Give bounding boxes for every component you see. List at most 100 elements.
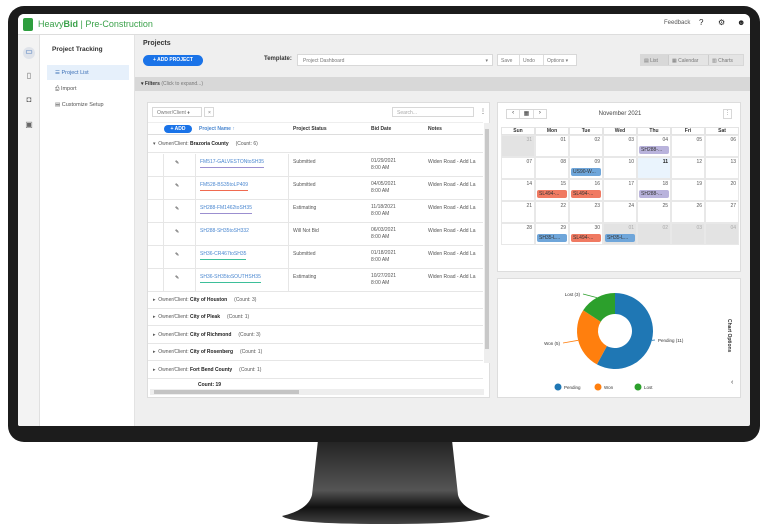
options-button[interactable]: Options ▾ bbox=[547, 58, 569, 64]
more-icon[interactable]: ⋮ bbox=[480, 109, 486, 115]
edit-icon[interactable]: ✎ bbox=[175, 228, 180, 235]
calendar-day[interactable]: 18 SH288-... bbox=[637, 179, 671, 201]
calendar-event[interactable]: SL494-... bbox=[571, 234, 601, 242]
help-icon[interactable]: ? bbox=[699, 18, 704, 27]
column-header-project-name[interactable]: Project Name ↑ bbox=[199, 126, 235, 132]
calendar-day[interactable]: 21 bbox=[501, 201, 535, 223]
column-header-status[interactable]: Project Status bbox=[293, 126, 327, 132]
calendar-day[interactable]: 10 bbox=[603, 157, 637, 179]
table-row[interactable]: ✎ SH36-CR467toSH35 Submitted 01/18/2021 8… bbox=[148, 245, 483, 269]
calendar-day[interactable]: 03 bbox=[671, 223, 705, 245]
template-select[interactable]: Project Dashboard ▾ bbox=[297, 54, 493, 66]
edit-icon[interactable]: ✎ bbox=[175, 182, 180, 189]
calendar-day[interactable]: 02 bbox=[569, 135, 603, 157]
calendar-event[interactable]: SL494-... bbox=[571, 190, 601, 198]
calendar-icon[interactable]: ▦ bbox=[519, 110, 534, 118]
calendar-event[interactable]: SH288-... bbox=[639, 190, 669, 198]
donut-slice-lost[interactable] bbox=[583, 293, 615, 322]
calendar-day[interactable]: 01 SH35-L... bbox=[603, 223, 637, 245]
calendar-day[interactable]: 09 US90-W... bbox=[569, 157, 603, 179]
legend-label[interactable]: Won bbox=[604, 385, 614, 390]
nav-item-project-list[interactable]: ☰ Project List bbox=[47, 65, 129, 80]
calendar-day[interactable]: 31 bbox=[501, 135, 535, 157]
calendar-day[interactable]: 22 bbox=[535, 201, 569, 223]
vertical-scrollbar[interactable] bbox=[484, 123, 490, 363]
calendar-day[interactable]: 20 bbox=[705, 179, 739, 201]
calendar-day[interactable]: 19 bbox=[671, 179, 705, 201]
column-header-bid-date[interactable]: Bid Date bbox=[371, 126, 392, 132]
project-name-link[interactable]: SH288-SH35toSH332 bbox=[200, 227, 249, 234]
contact-icon[interactable]: ▣ bbox=[25, 120, 33, 129]
calendar-day[interactable]: 07 bbox=[501, 157, 535, 179]
calendar-day[interactable]: 24 bbox=[603, 201, 637, 223]
legend-label[interactable]: Lost bbox=[644, 385, 653, 390]
calendar-day[interactable]: 14 bbox=[501, 179, 535, 201]
chart-options-toggle[interactable]: Chart Options bbox=[726, 319, 732, 353]
document-icon[interactable]: ▯ bbox=[26, 71, 32, 80]
filters-bar[interactable]: ▾ Filters (Click to expand...) bbox=[135, 77, 750, 91]
group-row[interactable]: ▸ Owner/Client: Fort Bend County (Count:… bbox=[148, 362, 483, 379]
calendar-day[interactable]: 04 bbox=[705, 223, 739, 245]
table-row[interactable]: ✎ FM528-BS35toLP409 Submitted 04/05/2021… bbox=[148, 176, 483, 200]
calendar-day[interactable]: 17 bbox=[603, 179, 637, 201]
add-row-button[interactable]: + ADD bbox=[164, 125, 192, 133]
group-row[interactable]: ▾ Owner/Client: Brazoria County (Count: … bbox=[148, 136, 483, 153]
calendar-day[interactable]: 11 bbox=[637, 157, 671, 179]
chevron-left-icon[interactable]: ‹ bbox=[731, 379, 734, 386]
calendar-day[interactable]: 05 bbox=[671, 135, 705, 157]
calendar-event[interactable]: SH35-L... bbox=[537, 234, 567, 242]
calendar-day[interactable]: 25 bbox=[637, 201, 671, 223]
remove-group-button[interactable]: × bbox=[204, 107, 214, 117]
group-row[interactable]: ▸ Owner/Client: City of Houston (Count: … bbox=[148, 292, 483, 309]
undo-button[interactable]: Undo bbox=[520, 55, 544, 65]
calendar-day[interactable]: 15 SL494-... bbox=[535, 179, 569, 201]
calendar-day[interactable]: 04 SH288-... bbox=[637, 135, 671, 157]
folder-icon[interactable]: ▭ bbox=[23, 47, 35, 59]
edit-icon[interactable]: ✎ bbox=[175, 251, 180, 258]
gear-icon[interactable]: ⚙ bbox=[718, 18, 726, 27]
add-project-button[interactable]: + ADD PROJECT bbox=[143, 55, 203, 66]
calendar-day[interactable]: 06 bbox=[705, 135, 739, 157]
user-icon[interactable]: ☻ bbox=[737, 18, 746, 27]
group-row[interactable]: ▸ Owner/Client: City of Pleak (Count: 1) bbox=[148, 309, 483, 326]
view-list-button[interactable]: ▤ List bbox=[641, 55, 669, 65]
calendar-menu-icon[interactable]: ⋮ bbox=[723, 109, 732, 119]
next-month-button[interactable]: › bbox=[538, 110, 541, 116]
calendar-event[interactable]: SL494-... bbox=[537, 190, 567, 198]
legend-label[interactable]: Pending bbox=[564, 385, 581, 390]
calendar-day[interactable]: 28 bbox=[501, 223, 535, 245]
project-name-link[interactable]: SH36-CR467toSH35 bbox=[200, 251, 247, 260]
calendar-day[interactable]: 12 bbox=[671, 157, 705, 179]
calendar-day[interactable]: 29 SH35-L... bbox=[535, 223, 569, 245]
project-name-link[interactable]: FM528-BS35toLP409 bbox=[200, 182, 249, 191]
calendar-day[interactable]: 08 bbox=[535, 157, 569, 179]
calendar-event[interactable]: SH35-L... bbox=[605, 234, 635, 242]
inbox-icon[interactable]: ◘ bbox=[26, 95, 32, 104]
group-chip-owner-client[interactable]: Owner/Client ♦ bbox=[152, 107, 202, 117]
table-row[interactable]: ✎ SH288-SH35toSH332 Will Not Bid 06/03/2… bbox=[148, 222, 483, 246]
table-row[interactable]: ✎ SH36-SH35toSOUTHSH35 Estimating 10/27/… bbox=[148, 268, 483, 292]
view-calendar-button[interactable]: ▦ Calendar bbox=[669, 55, 709, 65]
group-row[interactable]: ▸ Owner/Client: City of Rosenberg (Count… bbox=[148, 344, 483, 361]
donut-slice-won[interactable] bbox=[577, 310, 607, 365]
nav-item-import[interactable]: ⎙ Import bbox=[55, 86, 77, 92]
prev-month-button[interactable]: ‹ bbox=[512, 110, 515, 116]
column-header-notes[interactable]: Notes bbox=[428, 126, 442, 132]
calendar-day[interactable]: 01 bbox=[535, 135, 569, 157]
calendar-day[interactable]: 03 bbox=[603, 135, 637, 157]
edit-icon[interactable]: ✎ bbox=[175, 274, 180, 281]
calendar-day[interactable]: 30 SL494-... bbox=[569, 223, 603, 245]
save-button[interactable]: Save bbox=[498, 55, 520, 65]
view-charts-button[interactable]: ▥ Charts bbox=[712, 58, 733, 64]
feedback-link[interactable]: Feedback bbox=[664, 20, 691, 26]
calendar-event[interactable]: US90-W... bbox=[571, 168, 601, 176]
calendar-day[interactable]: 27 bbox=[705, 201, 739, 223]
search-input[interactable]: Search... bbox=[392, 107, 474, 117]
edit-icon[interactable]: ✎ bbox=[175, 205, 180, 212]
edit-icon[interactable]: ✎ bbox=[175, 159, 180, 166]
calendar-event[interactable]: SH288-... bbox=[639, 146, 669, 154]
calendar-day[interactable]: 23 bbox=[569, 201, 603, 223]
project-name-link[interactable]: SH36-SH35toSOUTHSH35 bbox=[200, 274, 261, 283]
calendar-day[interactable]: 16 SL494-... bbox=[569, 179, 603, 201]
calendar-day[interactable]: 02 bbox=[637, 223, 671, 245]
